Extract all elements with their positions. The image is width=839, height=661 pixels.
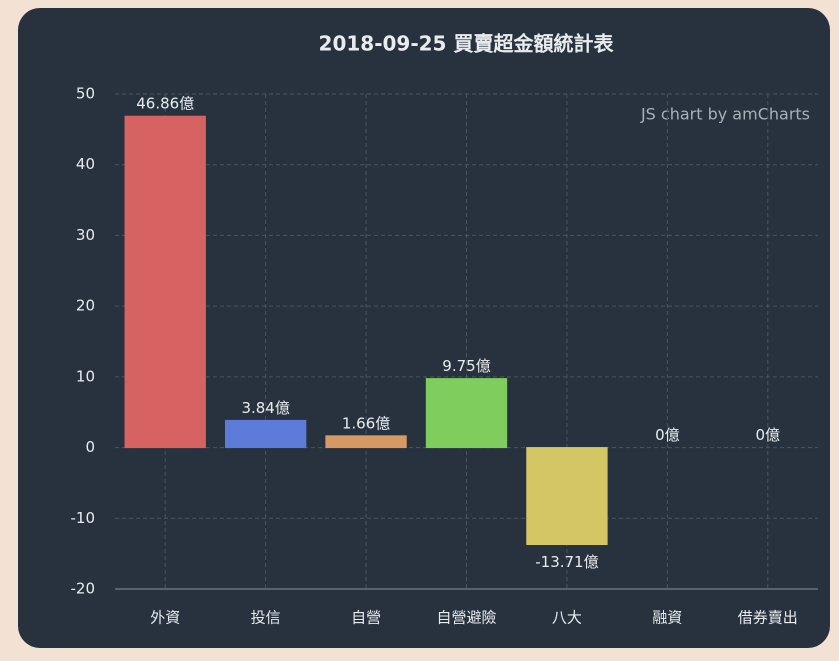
x-tick-label: 自營避險 (436, 609, 496, 627)
y-tick-label: 0 (85, 438, 95, 456)
x-tick-label: 外資 (150, 609, 180, 627)
y-tick-label: -20 (71, 580, 96, 598)
data-label: 3.84億 (241, 399, 289, 417)
data-label: -13.71億 (535, 553, 598, 571)
credit: JS chart by amCharts (640, 105, 810, 124)
panel (18, 8, 830, 648)
y-tick-label: 30 (76, 226, 95, 244)
chart-title: 2018-09-25 買賣超金額統計表 (319, 32, 615, 56)
data-label: 9.75億 (442, 357, 490, 375)
bar (124, 115, 206, 449)
bar (526, 447, 608, 546)
bar (325, 435, 407, 449)
x-tick-label: 借券賣出 (738, 609, 798, 627)
y-tick-label: 10 (76, 367, 95, 385)
x-tick-label: 投信 (251, 609, 281, 627)
y-tick-label: 40 (76, 155, 95, 173)
data-label: 1.66億 (342, 414, 390, 432)
x-tick-label: 融資 (652, 609, 682, 627)
x-tick-label: 自營 (351, 609, 381, 627)
y-tick-label: 50 (76, 85, 95, 103)
bar (224, 419, 307, 449)
bar (425, 378, 508, 449)
data-label: 46.86億 (136, 95, 194, 113)
data-label: 0億 (756, 426, 781, 444)
data-label: 0億 (655, 426, 680, 444)
y-tick-label: -10 (71, 509, 96, 527)
y-tick-label: 20 (76, 297, 95, 315)
x-tick-label: 八大 (552, 609, 582, 627)
